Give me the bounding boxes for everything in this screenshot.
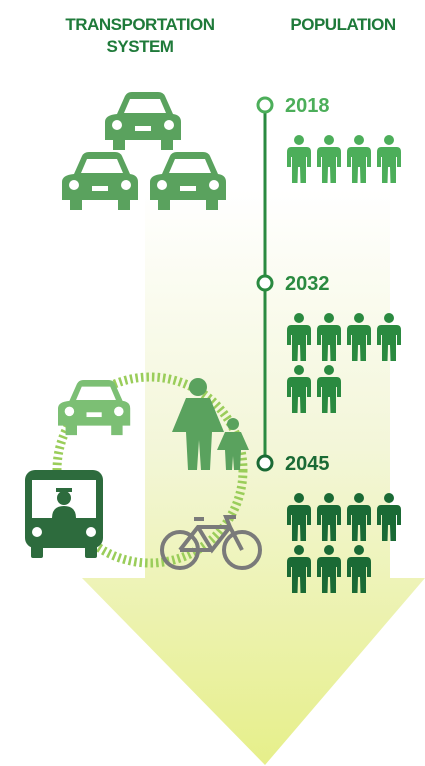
car: [150, 152, 226, 210]
person-body: [317, 505, 341, 541]
person-head: [354, 313, 364, 323]
person: [317, 545, 341, 593]
person-body: [347, 557, 371, 593]
person-body: [287, 557, 311, 593]
timeline-dot: [256, 96, 274, 114]
car: [105, 92, 181, 150]
person-body: [287, 325, 311, 361]
timeline-dot: [256, 454, 274, 472]
car-light: [64, 406, 75, 417]
person-head: [354, 135, 364, 145]
person: [377, 493, 401, 541]
car: [58, 380, 131, 436]
person-body: [317, 325, 341, 361]
person-head: [324, 135, 334, 145]
car-light: [114, 406, 124, 417]
bus: [25, 470, 103, 558]
car-light: [209, 180, 219, 190]
person-head: [384, 313, 394, 323]
bus-driver-hat: [56, 488, 72, 492]
car-plate: [135, 126, 151, 131]
person-body: [377, 505, 401, 541]
person-body: [377, 325, 401, 361]
person-head: [324, 365, 334, 375]
person-body: [287, 505, 311, 541]
header-transportation: TRANSPORTATION: [65, 15, 214, 34]
bus-driver: [57, 491, 71, 505]
person: [287, 493, 311, 541]
person: [347, 135, 371, 183]
person-head: [294, 135, 304, 145]
person-head: [294, 545, 304, 555]
person-body: [347, 505, 371, 541]
car-light: [112, 120, 122, 130]
car: [62, 152, 138, 210]
car-light: [69, 180, 79, 190]
bus-light: [32, 527, 42, 537]
person-body: [287, 377, 311, 413]
mother-body: [172, 398, 224, 470]
car-plate: [92, 186, 108, 191]
person-head: [324, 493, 334, 503]
header-transportation: SYSTEM: [107, 37, 174, 56]
person: [287, 313, 311, 361]
person-head: [384, 135, 394, 145]
person-body: [377, 147, 401, 183]
year-label: 2045: [285, 453, 330, 475]
car-light: [164, 120, 174, 130]
person: [287, 545, 311, 593]
person: [377, 313, 401, 361]
person-head: [324, 313, 334, 323]
year-label: 2018: [285, 95, 330, 117]
bike-frame: [178, 515, 244, 554]
year-label: 2032: [285, 273, 330, 295]
person: [317, 313, 341, 361]
family: [172, 378, 249, 470]
person-head: [354, 493, 364, 503]
person: [347, 545, 371, 593]
person: [347, 493, 371, 541]
car-window: [124, 99, 166, 113]
bus-light: [86, 527, 96, 537]
child-head: [227, 418, 239, 430]
child-body: [217, 432, 249, 470]
person-head: [294, 313, 304, 323]
bus-wheel: [31, 544, 43, 558]
bus-driver: [52, 506, 76, 518]
car-light: [157, 180, 167, 190]
person: [317, 493, 341, 541]
person-head: [294, 493, 304, 503]
person-head: [354, 545, 364, 555]
bike: [160, 515, 262, 570]
car-light: [121, 180, 131, 190]
person: [287, 365, 311, 413]
person: [347, 313, 371, 361]
person: [287, 135, 311, 183]
person-head: [384, 493, 394, 503]
bike-wheel: [222, 530, 262, 570]
bus-wheel: [85, 544, 97, 558]
person-body: [317, 557, 341, 593]
person-body: [347, 325, 371, 361]
car-window: [76, 386, 116, 400]
car-plate: [86, 412, 102, 418]
person: [317, 365, 341, 413]
person-body: [287, 147, 311, 183]
person: [317, 135, 341, 183]
person-head: [294, 365, 304, 375]
car-window: [169, 159, 211, 173]
mother-head: [189, 378, 207, 396]
icons: [25, 92, 401, 593]
arrow: [82, 190, 425, 765]
person-body: [317, 377, 341, 413]
car-plate: [180, 186, 196, 191]
car-window: [81, 159, 123, 173]
person-head: [324, 545, 334, 555]
person-body: [317, 147, 341, 183]
header-population: POPULATION: [290, 15, 395, 34]
person: [377, 135, 401, 183]
timeline-dot: [256, 274, 274, 292]
person-body: [347, 147, 371, 183]
